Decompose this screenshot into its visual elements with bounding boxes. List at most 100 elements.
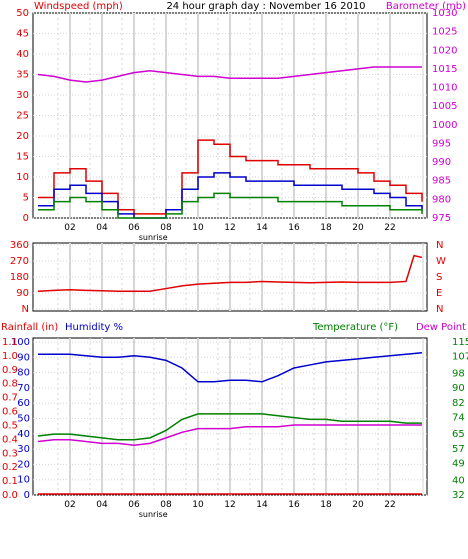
x-tick-label: 22 bbox=[384, 500, 395, 510]
humidity-tick-label: 30 bbox=[17, 444, 30, 455]
windspeed-tick-label: 45 bbox=[16, 29, 29, 40]
temperature-tick-label: 82 bbox=[452, 398, 465, 409]
barometer-tick-label: 980 bbox=[432, 194, 451, 205]
dewpoint-axis-title: Dew Point bbox=[416, 322, 466, 333]
direction-tick-label: 180 bbox=[10, 272, 29, 283]
windspeed-tick-label: 10 bbox=[16, 172, 29, 183]
barometer-tick-label: 1020 bbox=[432, 45, 457, 56]
temperature-tick-label: 98 bbox=[452, 368, 465, 379]
temperature-tick-label: 49 bbox=[452, 459, 465, 470]
barometer-tick-label: 1005 bbox=[432, 101, 457, 112]
x-tick-label: 18 bbox=[320, 500, 332, 510]
x-tick-label: 16 bbox=[288, 500, 300, 510]
compass-tick-label: E bbox=[436, 288, 442, 299]
direction-tick-label: 270 bbox=[10, 256, 29, 267]
humidity-tick-label: 0 bbox=[24, 490, 30, 501]
rainfall-tick-label: 0.5 bbox=[2, 420, 18, 431]
x-tick-label: 20 bbox=[352, 500, 364, 510]
wind-gust-line bbox=[38, 139, 423, 215]
humidity-tick-label: 20 bbox=[17, 459, 30, 470]
compass-tick-label: W bbox=[436, 256, 446, 267]
windspeed-tick-label: 50 bbox=[16, 8, 29, 19]
humidity-tick-label: 40 bbox=[17, 429, 30, 440]
barometer-tick-label: 1015 bbox=[432, 64, 457, 75]
humidity-tick-label: 50 bbox=[17, 414, 30, 425]
direction-tick-label: 90 bbox=[16, 288, 29, 299]
rainfall-tick-label: 1.1 bbox=[2, 337, 18, 348]
humidity-axis-title: Humidity % bbox=[65, 322, 123, 333]
temperature-axis-title: Temperature (°F) bbox=[312, 322, 398, 333]
x-tick-label: 02 bbox=[64, 500, 75, 510]
x-tick-label: 12 bbox=[224, 223, 235, 233]
x-tick-label: 02 bbox=[64, 223, 75, 233]
direction-tick-label: N bbox=[22, 304, 29, 315]
rainfall-axis-title: Rainfall (in) bbox=[1, 322, 58, 333]
x-tick-label: 14 bbox=[256, 500, 268, 510]
temperature-tick-label: 90 bbox=[452, 383, 465, 394]
humidity-tick-label: 100 bbox=[11, 337, 30, 348]
x-tick-label: 12 bbox=[224, 500, 235, 510]
temperature-line bbox=[37, 413, 422, 441]
humidity-tick-label: 70 bbox=[17, 383, 30, 394]
windspeed-tick-label: 5 bbox=[23, 193, 29, 204]
x-tick-label: 04 bbox=[96, 223, 108, 233]
windspeed-tick-label: 35 bbox=[16, 70, 29, 81]
barometer-axis-title: Barometer (mb) bbox=[386, 1, 466, 12]
wind-speed-line bbox=[38, 192, 423, 219]
windspeed-axis-title: Windspeed (mph) bbox=[34, 1, 123, 12]
x-tick-label: 22 bbox=[384, 223, 395, 233]
x-tick-label: 08 bbox=[160, 223, 172, 233]
chart-title: 24 hour graph day : November 16 2010 bbox=[166, 1, 365, 12]
barometer-tick-label: 1030 bbox=[432, 8, 457, 19]
rainfall-tick-label: 0.7 bbox=[2, 393, 18, 404]
x-tick-label: 14 bbox=[256, 223, 268, 233]
temperature-tick-label: 57 bbox=[452, 444, 465, 455]
rainfall-tick-label: 0.1 bbox=[2, 476, 18, 487]
temperature-tick-label: 40 bbox=[452, 475, 465, 486]
grid-layer bbox=[33, 12, 427, 496]
humidity-tick-label: 80 bbox=[17, 368, 30, 379]
humidity-tick-label: 60 bbox=[17, 398, 30, 409]
x-tick-label: 06 bbox=[128, 223, 140, 233]
temperature-tick-label: 74 bbox=[452, 413, 465, 424]
rainfall-tick-label: 0.3 bbox=[2, 448, 18, 459]
sunrise-label: sunrise bbox=[139, 233, 168, 242]
rainfall-tick-label: 0.9 bbox=[2, 365, 18, 376]
rainfall-tick-label: 0.4 bbox=[2, 434, 18, 445]
temperature-tick-label: 32 bbox=[452, 490, 465, 501]
barometer-tick-label: 1000 bbox=[432, 120, 457, 131]
barometer-tick-label: 1025 bbox=[432, 27, 457, 38]
rainfall-tick-label: 0.2 bbox=[2, 462, 18, 473]
compass-tick-label: N bbox=[436, 240, 443, 251]
humidity-line bbox=[38, 351, 423, 383]
windspeed-tick-label: 30 bbox=[16, 90, 29, 101]
barometer-tick-label: 975 bbox=[432, 213, 451, 224]
temperature-tick-label: 107 bbox=[452, 352, 468, 363]
barometer-tick-label: 995 bbox=[432, 138, 451, 149]
barometer-tick-label: 985 bbox=[432, 176, 451, 187]
barometer-tick-label: 1010 bbox=[432, 83, 457, 94]
x-tick-label: 08 bbox=[160, 500, 172, 510]
wind-average-line bbox=[38, 172, 423, 219]
sunrise-label: sunrise bbox=[139, 510, 168, 519]
temperature-tick-label: 65 bbox=[452, 429, 465, 440]
x-tick-label: 16 bbox=[288, 223, 300, 233]
humidity-tick-label: 10 bbox=[17, 475, 30, 486]
temperature-tick-label: 115 bbox=[452, 337, 468, 348]
x-tick-label: 18 bbox=[320, 223, 332, 233]
windspeed-tick-label: 15 bbox=[16, 152, 29, 163]
x-tick-label: 10 bbox=[192, 500, 204, 510]
series-layer bbox=[37, 66, 423, 495]
wind-direction-line bbox=[37, 254, 423, 292]
rainfall-tick-label: 0.6 bbox=[2, 407, 18, 418]
compass-tick-label: S bbox=[436, 272, 442, 283]
x-tick-label: 04 bbox=[96, 500, 108, 510]
windspeed-tick-label: 0 bbox=[23, 213, 29, 224]
x-tick-label: 06 bbox=[128, 500, 140, 510]
windspeed-tick-label: 20 bbox=[16, 131, 29, 142]
rainfall-tick-label: 0.8 bbox=[2, 379, 18, 390]
windspeed-tick-label: 40 bbox=[16, 49, 29, 60]
rainfall-tick-label: 0.0 bbox=[2, 490, 18, 501]
